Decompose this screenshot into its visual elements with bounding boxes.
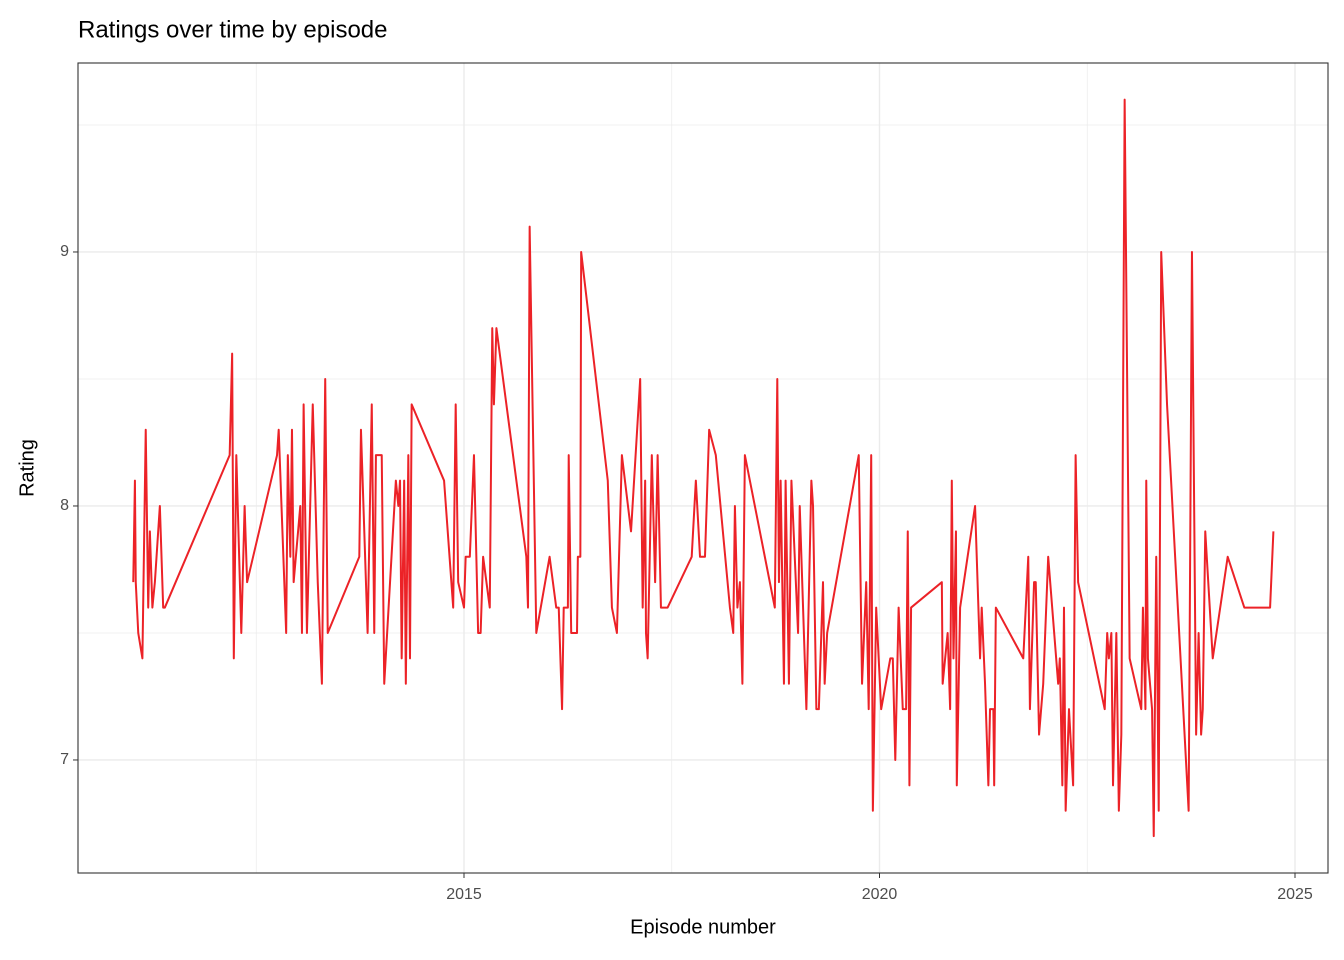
x-tick-label: 2020 — [862, 886, 898, 903]
chart-title: Ratings over time by episode — [78, 16, 388, 43]
y-tick-label: 8 — [60, 497, 69, 514]
plot-border — [77, 62, 1329, 874]
y-tick-label: 9 — [60, 243, 69, 260]
data-line — [132, 98, 1275, 838]
x-tick-label: 2015 — [446, 886, 482, 903]
x-tick-label: 2025 — [1277, 886, 1313, 903]
y-axis-label: Rating — [16, 439, 38, 497]
x-axis-label: Episode number — [630, 916, 776, 938]
y-tick-label: 7 — [60, 751, 69, 768]
